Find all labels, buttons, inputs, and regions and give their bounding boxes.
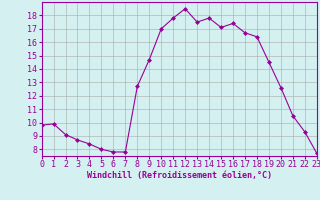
X-axis label: Windchill (Refroidissement éolien,°C): Windchill (Refroidissement éolien,°C) bbox=[87, 171, 272, 180]
